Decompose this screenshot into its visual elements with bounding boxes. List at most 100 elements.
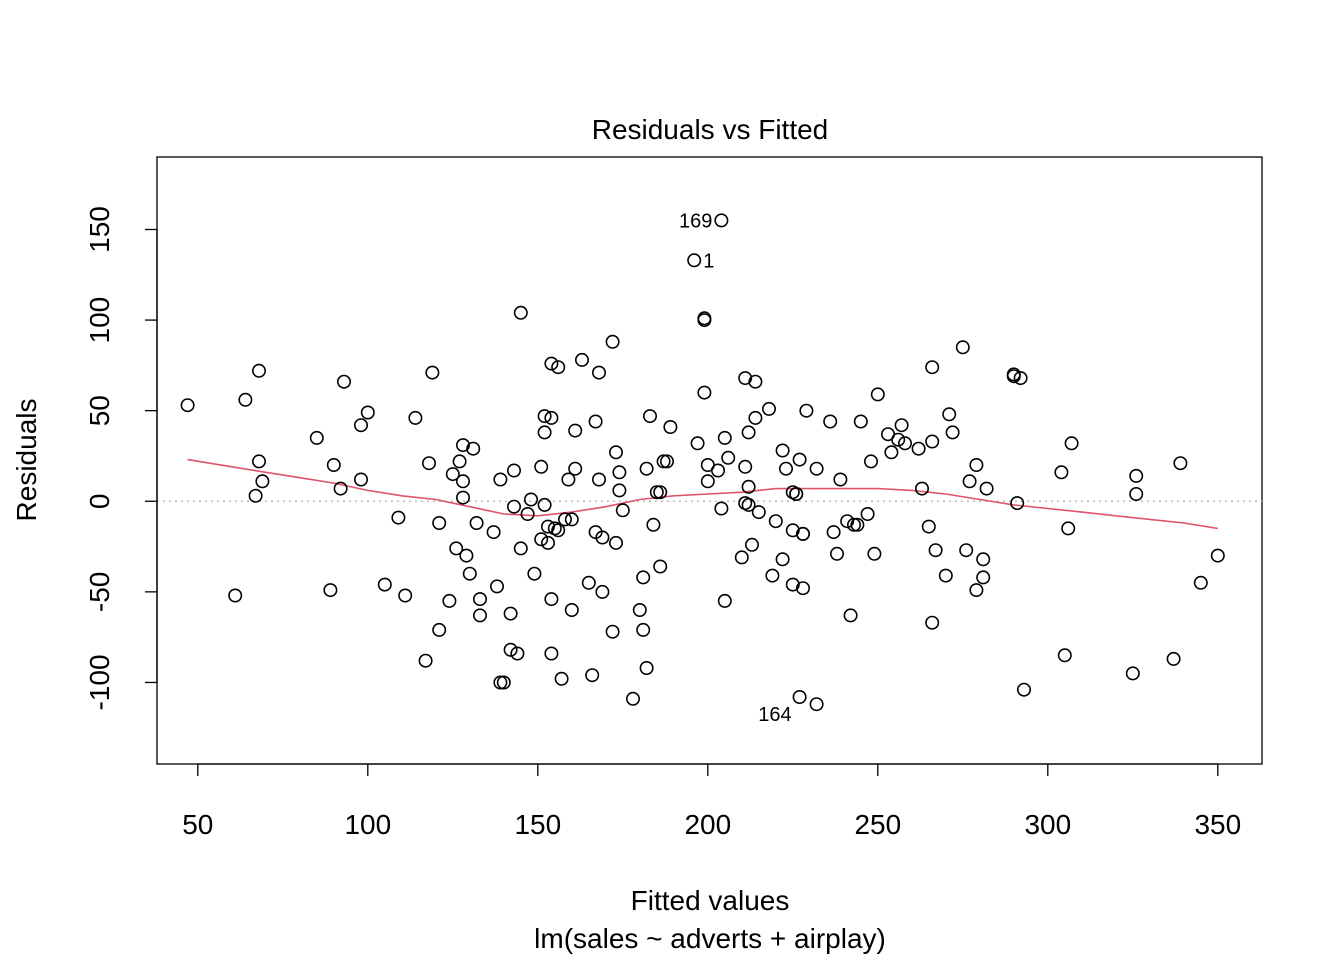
data-point [469,515,484,530]
chart-subtitle: lm(sales ~ adverts + airplay) [534,923,886,954]
data-point [959,543,974,558]
data-point [527,566,542,581]
data-point [537,425,552,440]
y-tick-label: -50 [84,572,115,612]
point-annotation: 1 [703,250,714,272]
data-point [605,334,620,349]
data-point [778,461,793,476]
x-tick-label: 300 [1024,809,1071,840]
data-point [568,461,583,476]
data-point [1057,648,1072,663]
data-point [809,461,824,476]
data-point [455,438,470,453]
data-point [653,559,668,574]
data-point [792,452,807,467]
data-point [697,311,712,326]
data-point [377,577,392,592]
point-annotation: 164 [758,704,791,726]
data-point [326,457,341,472]
data-point [228,588,243,603]
data-point [534,532,549,547]
data-point [809,697,824,712]
data-point [459,548,474,563]
data-point [486,525,501,540]
data-point [870,387,885,402]
data-point [846,517,861,532]
data-point [1016,682,1031,697]
data-point [421,456,436,471]
data-point [700,474,715,489]
data-point [894,418,909,433]
data-point [976,552,991,567]
data-point [432,515,447,530]
data-point [639,660,654,675]
data-point [432,622,447,637]
data-point [687,253,702,268]
data-point [353,472,368,487]
data-point [595,584,610,599]
data-point [449,541,464,556]
data-point [353,418,368,433]
data-point [833,472,848,487]
data-point [945,425,960,440]
data-point [513,541,528,556]
data-point [690,436,705,451]
data-point [921,519,936,534]
data-point [714,213,729,228]
data-point [942,407,957,422]
data-point [843,608,858,623]
x-axis: 50 100 150 200 250 300 350 [182,763,1241,840]
data-point [911,441,926,456]
data-point [891,432,906,447]
data-point [336,374,351,389]
data-point [867,546,882,561]
data-point [489,579,504,594]
data-point [398,588,413,603]
data-point [765,568,780,583]
data-point [1054,465,1069,480]
data-point [1006,369,1021,384]
data-point [544,646,559,661]
data-point [789,486,804,501]
data-point [612,483,627,498]
data-point [1129,468,1144,483]
data-point [1010,496,1025,511]
data-point [884,445,899,460]
data-point [751,505,766,520]
data-point [1193,575,1208,590]
data-point [969,457,984,472]
data-point [309,430,324,445]
data-point [255,474,270,489]
data-point [639,461,654,476]
data-point [853,414,868,429]
data-point [785,577,800,592]
data-point [493,472,508,487]
data-point [656,454,671,469]
data-point [721,450,736,465]
data-point [472,608,487,623]
x-tick-label: 150 [514,809,561,840]
data-point [714,501,729,516]
data-point [425,365,440,380]
data-point [823,414,838,429]
data-point [551,360,566,375]
data-point [860,506,875,521]
data-point [826,525,841,540]
data-point [663,419,678,434]
data-point [503,642,518,657]
data-point [568,423,583,438]
data-point [466,441,481,456]
data-point [642,409,657,424]
data-point [537,409,552,424]
data-point [792,689,807,704]
data-point [795,581,810,596]
data-point [738,371,753,386]
data-point [1064,436,1079,451]
data-point [1173,456,1188,471]
data-point [391,510,406,525]
point-annotation: 169 [679,210,712,232]
data-point [741,479,756,494]
data-point [799,403,814,418]
